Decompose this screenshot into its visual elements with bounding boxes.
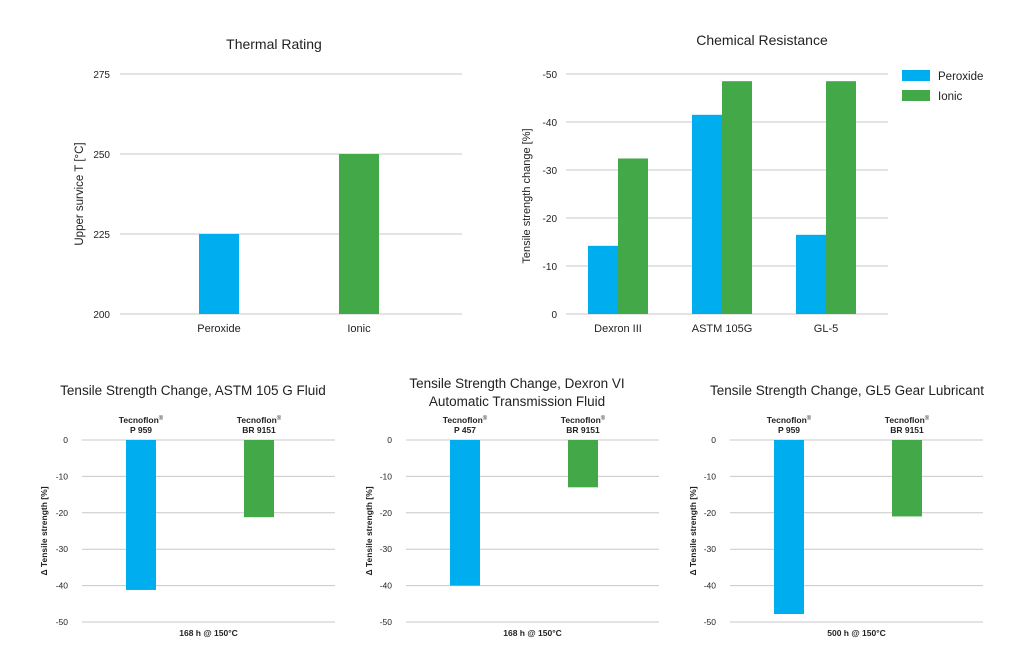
y-axis-label: Δ Tensile strength [%] xyxy=(364,486,374,575)
registered-mark: ® xyxy=(925,415,930,422)
y-tick-label: -20 xyxy=(56,508,69,518)
y-tick-label: -40 xyxy=(543,118,558,129)
bar-peroxide-2 xyxy=(692,114,722,314)
y-tick-label: -40 xyxy=(704,581,717,591)
x-tick-label: Peroxide xyxy=(197,323,240,335)
category-label-line1: Tecnoflon® xyxy=(885,415,930,425)
bar-peroxide-1 xyxy=(588,245,618,314)
registered-mark: ® xyxy=(159,415,164,422)
y-tick-label: -20 xyxy=(704,508,717,518)
category-brand: Tecnoflon xyxy=(561,415,601,425)
x-axis-label: 168 h @ 150°C xyxy=(179,628,237,638)
x-tick-label: Dexron III xyxy=(594,323,642,335)
y-tick-label: 0 xyxy=(387,435,392,445)
chart-tensile-gl5: Tensile Strength Change, GL5 Gear Lubric… xyxy=(688,383,984,638)
legend-swatch-peroxide xyxy=(902,70,930,81)
category-label-line1: Tecnoflon® xyxy=(561,415,606,425)
y-tick-label: 225 xyxy=(93,230,110,241)
registered-mark: ® xyxy=(601,415,606,422)
y-tick-label: 0 xyxy=(711,435,716,445)
bar-peroxide-3 xyxy=(796,234,826,314)
y-tick-label: -10 xyxy=(704,471,717,481)
bar-ionic-1 xyxy=(618,158,648,314)
y-tick-label: -20 xyxy=(380,508,393,518)
category-brand: Tecnoflon xyxy=(119,415,159,425)
bar-ionic xyxy=(339,154,379,314)
y-tick-label: 275 xyxy=(93,70,110,81)
y-axis-label: Tensile strength change [%] xyxy=(521,128,533,263)
y-tick-label: -50 xyxy=(56,617,69,627)
y-tick-label: 0 xyxy=(63,435,68,445)
y-tick-label: -30 xyxy=(56,544,69,554)
y-tick-label: 200 xyxy=(93,310,110,321)
legend-label: Peroxide xyxy=(938,71,983,83)
bar-second xyxy=(568,440,598,488)
category-label-line2: P 959 xyxy=(130,425,152,435)
legend-label: Ionic xyxy=(938,91,963,103)
chart-tensile-dexron: Tensile Strength Change, Dexron VI Automa… xyxy=(364,376,659,638)
category-label-line2: P 457 xyxy=(454,425,476,435)
x-tick-label: ASTM 105G xyxy=(692,323,753,335)
category-label-line2: P 959 xyxy=(778,425,800,435)
y-tick-label: -30 xyxy=(704,544,717,554)
registered-mark: ® xyxy=(807,415,812,422)
y-tick-label: -20 xyxy=(543,214,558,225)
y-tick-label: -50 xyxy=(543,70,558,81)
chart-title: Chemical Resistance xyxy=(696,32,828,48)
registered-mark: ® xyxy=(277,415,282,422)
bar-ionic-3 xyxy=(826,81,856,314)
bar-ionic-2 xyxy=(722,81,752,314)
y-tick-label: 0 xyxy=(551,310,557,321)
bar-first xyxy=(126,440,156,590)
bar-first xyxy=(774,440,804,614)
x-axis-label: 500 h @ 150°C xyxy=(827,628,885,638)
category-label-line2: BR 9151 xyxy=(566,425,600,435)
y-axis-label: Δ Tensile strength [%] xyxy=(688,486,698,575)
registered-mark: ® xyxy=(483,415,488,422)
category-label-line1: Tecnoflon® xyxy=(119,415,164,425)
bar-first xyxy=(450,440,480,586)
chart-thermal-rating: Thermal Rating Upper survice T [°C] 200 225… xyxy=(74,36,462,335)
y-tick-label: -10 xyxy=(380,471,393,481)
chart-subtitle: Automatic Transmission Fluid xyxy=(429,394,605,409)
chart-title: Tensile Strength Change, GL5 Gear Lubric… xyxy=(710,383,984,398)
y-tick-label: -40 xyxy=(380,581,393,591)
chart-title: Tensile Strength Change, Dexron VI xyxy=(409,376,624,391)
y-tick-label: -10 xyxy=(543,262,558,273)
chart-chemical-resistance: Chemical Resistance Tensile strength chan… xyxy=(521,32,983,335)
category-brand: Tecnoflon xyxy=(237,415,277,425)
category-label-line2: BR 9151 xyxy=(890,425,924,435)
category-brand: Tecnoflon xyxy=(885,415,925,425)
y-tick-label: -40 xyxy=(56,581,69,591)
y-axis-label: Upper survice T [°C] xyxy=(74,142,86,245)
x-tick-label: GL-5 xyxy=(814,323,838,335)
legend-swatch-ionic xyxy=(902,90,930,101)
y-tick-label: -30 xyxy=(543,166,558,177)
category-brand: Tecnoflon xyxy=(767,415,807,425)
chart-title: Tensile Strength Change, ASTM 105 G Flui… xyxy=(60,383,326,398)
x-axis-label: 168 h @ 150°C xyxy=(503,628,561,638)
y-axis-label: Δ Tensile strength [%] xyxy=(39,486,49,575)
category-brand: Tecnoflon xyxy=(443,415,483,425)
y-tick-label: 250 xyxy=(93,150,110,161)
category-label-line1: Tecnoflon® xyxy=(237,415,282,425)
y-tick-label: -50 xyxy=(704,617,717,627)
category-label-line2: BR 9151 xyxy=(242,425,276,435)
chart-title: Thermal Rating xyxy=(226,36,322,52)
bar-second xyxy=(892,440,922,517)
category-label-line1: Tecnoflon® xyxy=(443,415,488,425)
chart-tensile-astm: Tensile Strength Change, ASTM 105 G Flui… xyxy=(39,383,335,638)
y-tick-label: -30 xyxy=(380,544,393,554)
y-tick-label: -10 xyxy=(56,471,69,481)
x-tick-label: Ionic xyxy=(347,323,371,335)
y-tick-label: -50 xyxy=(380,617,393,627)
category-label-line1: Tecnoflon® xyxy=(767,415,812,425)
bar-second xyxy=(244,440,274,518)
bar-peroxide xyxy=(199,234,239,314)
